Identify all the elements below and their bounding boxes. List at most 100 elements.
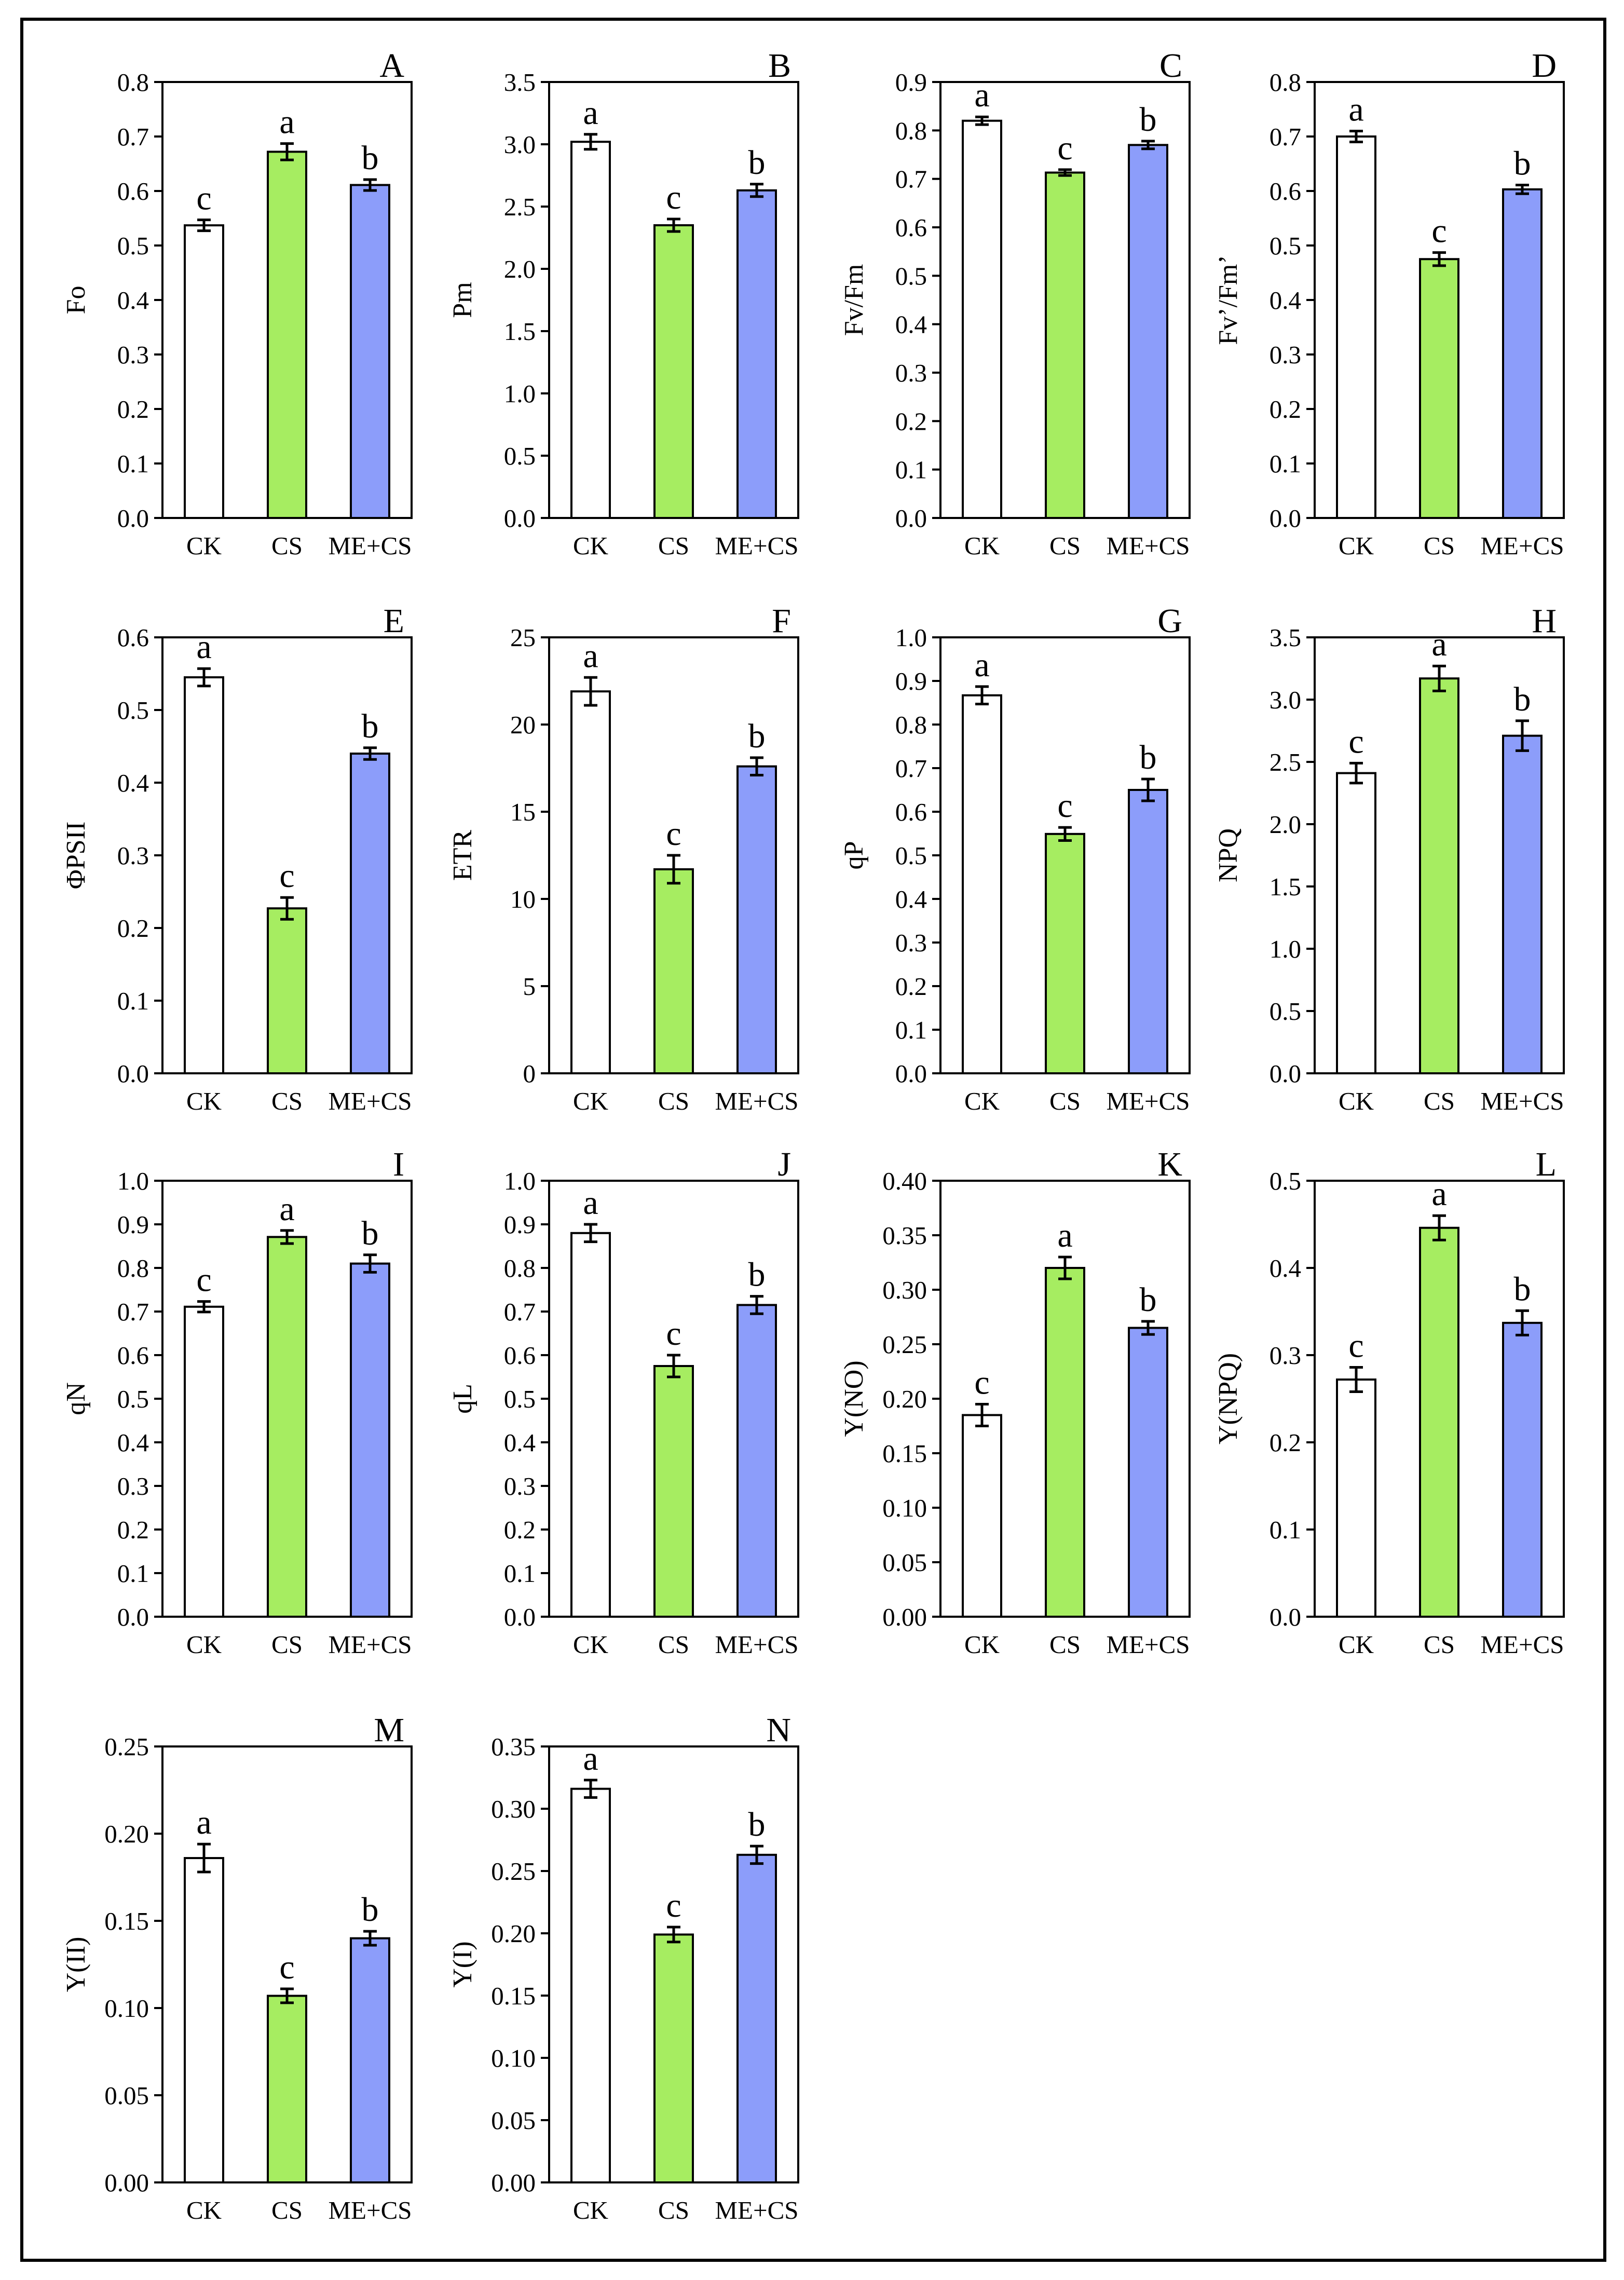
- y-tick-label: 0.6: [117, 177, 149, 206]
- bar-ck: [184, 676, 224, 1074]
- significance-letter: a: [974, 646, 989, 684]
- panel-label: M: [374, 1711, 404, 1749]
- category-label: CS: [1049, 1630, 1081, 1659]
- category-label: ME+CS: [1106, 1630, 1190, 1659]
- y-tick-label: 2.5: [1270, 748, 1301, 776]
- y-tick-label: 0.7: [895, 165, 927, 194]
- y-axis-title: Fv’/Fm’: [1213, 255, 1243, 345]
- y-tick-label: 0.1: [117, 449, 149, 478]
- category-label: ME+CS: [328, 1630, 412, 1659]
- y-tick-label: 0.2: [117, 395, 149, 424]
- y-tick-label: 0.30: [882, 1276, 927, 1304]
- y-tick-label: 0.4: [1270, 1254, 1301, 1282]
- y-tick-label: 0.2: [895, 407, 927, 435]
- y-tick-label: 1.0: [504, 379, 536, 408]
- significance-letter: c: [666, 815, 681, 853]
- bar-me-cs: [1502, 734, 1543, 1074]
- y-tick-label: 0.1: [1270, 1516, 1301, 1544]
- bar-ck: [1336, 135, 1376, 519]
- category-label: CK: [573, 531, 608, 560]
- y-tick-label: 1.0: [895, 623, 927, 652]
- plot-frame: [161, 1745, 413, 2183]
- y-tick-label: 0.20: [882, 1385, 927, 1413]
- bar-me-cs: [1128, 144, 1168, 520]
- bar-me-cs: [1128, 1327, 1168, 1618]
- y-tick-label: 0.40: [882, 1167, 927, 1195]
- panel-label: D: [1532, 47, 1557, 85]
- significance-letter: c: [974, 1364, 989, 1402]
- category-label: CK: [1339, 1630, 1374, 1659]
- bar-ck: [962, 694, 1002, 1074]
- category-label: CK: [186, 2196, 222, 2224]
- significance-letter: b: [748, 1806, 766, 1844]
- bar-cs: [653, 224, 694, 519]
- category-label: CS: [1424, 1087, 1455, 1115]
- y-tick-label: 0.2: [504, 1516, 536, 1544]
- y-axis-title: ΦPSII: [61, 822, 91, 889]
- y-tick-label: 0.2: [117, 914, 149, 943]
- category-label: CK: [186, 531, 222, 560]
- y-tick-label: 0.0: [895, 504, 927, 533]
- significance-letter: b: [748, 144, 766, 182]
- plot-frame: [548, 1180, 799, 1618]
- y-tick-label: 0.5: [895, 841, 927, 870]
- y-tick-label: 2.5: [504, 193, 536, 221]
- significance-letter: b: [362, 1214, 379, 1252]
- bar-ck: [962, 119, 1002, 519]
- panel-f: 0 5 10 15 20 25 a CK c CS b ME+CS F ETR: [448, 602, 799, 1115]
- bar-ck: [570, 1787, 611, 2184]
- bar-ck: [570, 1232, 611, 1618]
- significance-letter: c: [1348, 1327, 1363, 1365]
- y-tick-label: 0.2: [895, 972, 927, 1001]
- y-tick-label: 0.3: [117, 1472, 149, 1500]
- category-label: ME+CS: [1480, 531, 1564, 560]
- y-tick-label: 0.4: [1270, 286, 1301, 315]
- y-tick-label: 0.4: [504, 1428, 536, 1457]
- y-tick-label: 0.0: [117, 504, 149, 533]
- plot-frame: [1314, 636, 1565, 1074]
- significance-letter: c: [666, 179, 681, 216]
- panel-label: N: [766, 1711, 791, 1749]
- y-tick-label: 0.10: [491, 2044, 536, 2072]
- y-tick-label: 0.15: [104, 1907, 149, 1935]
- significance-letter: a: [196, 628, 211, 666]
- significance-letter: a: [583, 94, 598, 132]
- y-tick-label: 0.3: [117, 841, 149, 870]
- category-label: ME+CS: [1480, 1630, 1564, 1659]
- y-tick-label: 0.05: [491, 2106, 536, 2135]
- significance-letter: b: [1514, 1270, 1531, 1308]
- y-tick-label: 0.00: [491, 2168, 536, 2197]
- panel-label: G: [1157, 602, 1182, 640]
- y-tick-label: 0.5: [117, 696, 149, 725]
- category-label: CS: [1424, 531, 1455, 560]
- panel-label: A: [379, 47, 404, 85]
- y-tick-label: 0.1: [117, 1559, 149, 1588]
- category-label: CS: [1049, 1087, 1081, 1115]
- category-label: CK: [1339, 531, 1374, 560]
- significance-letter: c: [1057, 129, 1072, 167]
- significance-letter: b: [1140, 739, 1157, 776]
- y-axis-title: ETR: [448, 830, 477, 881]
- y-tick-label: 0.6: [895, 798, 927, 826]
- panel-label: L: [1536, 1145, 1557, 1183]
- significance-letter: a: [583, 1740, 598, 1778]
- category-label: CS: [1049, 531, 1081, 560]
- significance-letter: b: [362, 707, 379, 745]
- y-tick-label: 0.0: [895, 1059, 927, 1088]
- y-tick-label: 0.0: [1270, 1059, 1301, 1088]
- y-axis-title: qL: [448, 1384, 477, 1414]
- significance-letter: a: [1431, 625, 1446, 663]
- y-tick-label: 0.5: [1270, 231, 1301, 260]
- y-tick-label: 20: [510, 711, 536, 739]
- y-tick-label: 0.0: [117, 1603, 149, 1631]
- bar-ck: [962, 1414, 1002, 1618]
- y-tick-label: 0.2: [1270, 395, 1301, 424]
- panel-i: 0.0 0.1 0.2 0.3 0.4 0.5 0.6 0.7 0.8 0.9 1.0 c CK a CS b…: [61, 1145, 413, 1659]
- plot-frame: [548, 81, 799, 519]
- bar-me-cs: [1502, 188, 1543, 520]
- bar-ck: [570, 141, 611, 519]
- y-tick-label: 0.8: [895, 116, 927, 145]
- bar-me-cs: [350, 1262, 390, 1618]
- category-label: CK: [573, 2196, 608, 2224]
- bar-cs: [1419, 677, 1459, 1074]
